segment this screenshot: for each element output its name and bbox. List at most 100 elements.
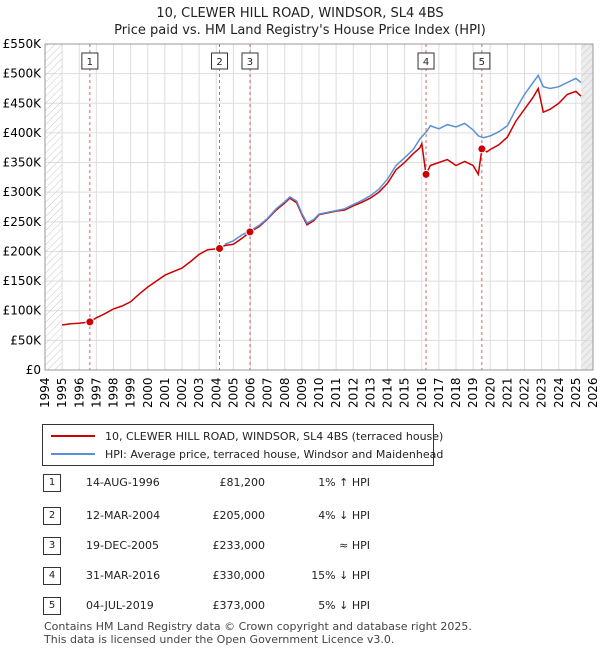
sale-number: 4 xyxy=(43,567,61,585)
sale-label-box xyxy=(211,52,229,70)
x-tick-label: 2016 xyxy=(415,377,429,408)
x-tick-label: 2025 xyxy=(569,377,583,408)
sale-price: £233,000 xyxy=(212,539,266,552)
x-tick-label: 2003 xyxy=(192,377,206,408)
x-tick-label: 2026 xyxy=(586,377,600,408)
chart-title: 10, CLEWER HILL ROAD, WINDSOR, SL4 4BS xyxy=(156,6,443,21)
sale-label-box xyxy=(417,52,435,70)
sale-date: 14-AUG-1996 xyxy=(86,476,160,489)
x-tick-label: 2013 xyxy=(363,377,377,408)
projection-hatch xyxy=(581,44,593,370)
table-row: 4 31-MAR-2016 £330,000 15% ↓ HPI xyxy=(40,565,420,585)
sale-point xyxy=(245,227,255,237)
sale-date: 19-DEC-2005 xyxy=(86,539,160,552)
sale-label: 2 xyxy=(216,57,222,68)
x-tick-label: 2020 xyxy=(483,377,497,408)
sale-date: 12-MAR-2004 xyxy=(86,509,161,522)
sale-price: £330,000 xyxy=(212,569,266,582)
sale-number: 1 xyxy=(43,474,61,492)
sale-date: 04-JUL-2019 xyxy=(86,599,154,612)
x-tick-label: 2024 xyxy=(552,377,566,408)
x-tick-label: 2022 xyxy=(518,377,532,408)
x-tick-label: 2019 xyxy=(466,377,480,408)
sale-hpi-change: ≈ HPI xyxy=(339,539,370,552)
x-tick-label: 2015 xyxy=(398,377,412,408)
y-tick-label: £350K xyxy=(3,156,43,170)
table-row: 3 19-DEC-2005 £233,000 ≈ HPI xyxy=(40,535,420,555)
x-tick-label: 2007 xyxy=(261,377,275,408)
y-tick-label: £100K xyxy=(3,304,43,318)
table-row: 2 12-MAR-2004 £205,000 4% ↓ HPI xyxy=(40,505,420,525)
footer-licence: This data is licensed under the Open Gov… xyxy=(44,633,395,646)
chart-subtitle: Price paid vs. HM Land Registry's House … xyxy=(114,23,486,38)
sale-label-box xyxy=(473,52,491,70)
legend-item-hpi: HPI: Average price, terraced house, Wind… xyxy=(51,445,443,463)
sale-date: 31-MAR-2016 xyxy=(86,569,161,582)
sale-point xyxy=(215,243,225,253)
x-tick-label: 2008 xyxy=(278,377,292,408)
table-row: 1 14-AUG-1996 £81,200 1% ↑ HPI xyxy=(40,472,420,492)
sale-label: 1 xyxy=(87,57,93,68)
y-tick-label: £0 xyxy=(26,363,41,377)
x-tick-label: 2009 xyxy=(295,377,309,408)
x-tick-label: 1996 xyxy=(72,377,86,408)
x-tick-label: 1994 xyxy=(38,377,52,408)
sale-hpi-change: 15% ↓ HPI xyxy=(311,569,370,582)
pre-data-hatch xyxy=(45,44,63,370)
sale-hpi-change: 4% ↓ HPI xyxy=(318,509,370,522)
sale-price: £205,000 xyxy=(212,509,266,522)
x-tick-label: 2011 xyxy=(329,377,343,408)
x-tick-label: 2006 xyxy=(244,377,258,408)
sale-label-box xyxy=(81,52,99,70)
price-chart: 10, CLEWER HILL ROAD, WINDSOR, SL4 4BS P… xyxy=(3,6,600,408)
series-line-hpi xyxy=(224,73,582,245)
sale-point xyxy=(421,169,431,179)
legend-label-property: 10, CLEWER HILL ROAD, WINDSOR, SL4 4BS (… xyxy=(105,429,444,443)
series-line-property xyxy=(61,86,582,326)
sale-hpi-change: 1% ↑ HPI xyxy=(318,476,370,489)
x-tick-label: 2014 xyxy=(381,377,395,408)
x-tick-label: 2002 xyxy=(175,377,189,408)
y-tick-label: £50K xyxy=(10,333,42,347)
sale-number: 3 xyxy=(43,537,61,555)
footer-copyright: Contains HM Land Registry data © Crown c… xyxy=(44,620,472,633)
sale-price: £373,000 xyxy=(212,599,266,612)
legend-swatch-property xyxy=(51,435,95,437)
y-tick-label: £450K xyxy=(3,96,43,110)
sale-label: 5 xyxy=(479,57,485,68)
sale-hpi-change: 5% ↓ HPI xyxy=(318,599,370,612)
sale-number: 5 xyxy=(43,597,61,615)
sale-label: 4 xyxy=(423,57,429,68)
x-tick-label: 2004 xyxy=(209,377,223,408)
x-tick-label: 2001 xyxy=(158,377,172,408)
y-tick-label: £400K xyxy=(3,126,43,140)
sale-label: 3 xyxy=(247,57,253,68)
x-tick-label: 2021 xyxy=(500,377,514,408)
sale-price: £81,200 xyxy=(219,476,266,489)
legend-label-hpi: HPI: Average price, terraced house, Wind… xyxy=(105,447,444,461)
x-tick-label: 1998 xyxy=(107,377,121,408)
y-tick-label: £200K xyxy=(3,244,43,258)
legend-item-property: 10, CLEWER HILL ROAD, WINDSOR, SL4 4BS (… xyxy=(51,427,443,445)
x-tick-label: 2018 xyxy=(449,377,463,408)
x-tick-label: 2012 xyxy=(346,377,360,408)
x-tick-label: 2010 xyxy=(312,377,326,408)
legend: 10, CLEWER HILL ROAD, WINDSOR, SL4 4BS (… xyxy=(42,424,443,466)
y-tick-label: £300K xyxy=(3,185,43,199)
plot-border xyxy=(44,43,594,371)
sale-label-box xyxy=(241,52,259,70)
y-tick-label: £550K xyxy=(3,37,43,51)
x-tick-label: 1997 xyxy=(89,377,103,408)
legend-swatch-hpi xyxy=(51,453,95,455)
x-tick-label: 2005 xyxy=(226,377,240,408)
y-tick-label: £250K xyxy=(3,215,43,229)
sale-point xyxy=(85,317,95,327)
x-tick-label: 2017 xyxy=(432,377,446,408)
x-tick-label: 1995 xyxy=(55,377,69,408)
sale-number: 2 xyxy=(43,507,61,525)
sale-point xyxy=(477,144,487,154)
x-tick-label: 1999 xyxy=(124,377,138,408)
table-row: 5 04-JUL-2019 £373,000 5% ↓ HPI xyxy=(40,595,420,615)
y-tick-label: £500K xyxy=(3,67,43,81)
